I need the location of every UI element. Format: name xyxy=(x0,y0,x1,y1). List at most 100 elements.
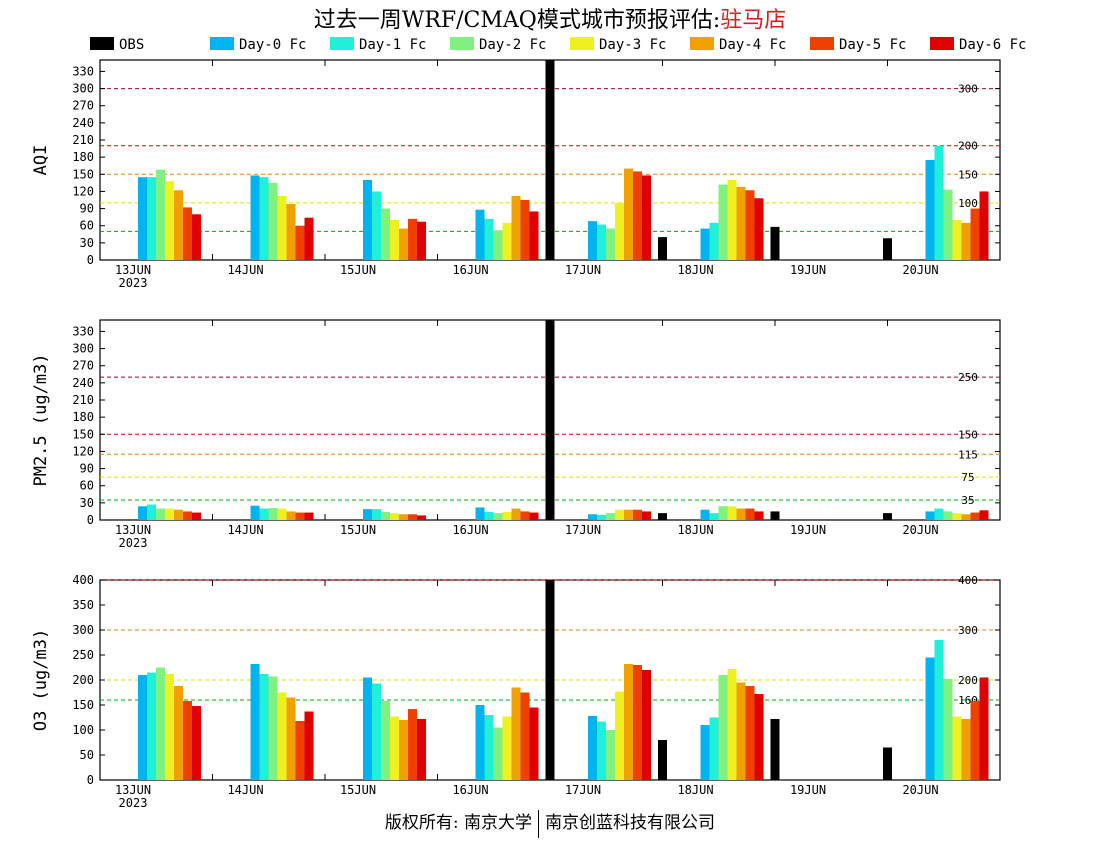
bar-fc xyxy=(606,730,615,780)
bar-fc xyxy=(304,512,314,520)
x-tick-label: 19JUN xyxy=(790,523,826,537)
bar-fc xyxy=(475,507,485,520)
bar-fc xyxy=(700,228,710,260)
bar-fc xyxy=(529,512,539,520)
bar-fc xyxy=(493,513,503,520)
y-tick-label: 210 xyxy=(72,133,94,147)
bar-fc xyxy=(754,694,764,780)
legend-label: Day-2 Fc xyxy=(479,37,546,53)
threshold-label: 150 xyxy=(958,428,978,441)
bar-fc xyxy=(952,716,962,780)
bar-fc xyxy=(381,512,390,520)
bar-fc xyxy=(493,727,503,780)
bar-fc xyxy=(736,508,746,520)
bar-fc xyxy=(192,214,201,260)
y-tick-label: 120 xyxy=(72,184,94,198)
bar-fc xyxy=(529,707,539,780)
bar-fc xyxy=(372,191,381,260)
bar-fc xyxy=(970,512,980,520)
bar-fc xyxy=(511,687,521,780)
chart-title: 过去一周WRF/CMAQ模式城市预报评估:驻马店 xyxy=(0,2,1100,34)
bar-fc xyxy=(934,508,944,520)
y-tick-label: 300 xyxy=(72,342,94,356)
bar-fc xyxy=(304,711,314,780)
bar-fc xyxy=(606,228,615,260)
bar-fc xyxy=(633,509,642,520)
x-tick-label: 18JUN xyxy=(677,263,713,277)
bar-fc xyxy=(597,721,606,780)
bar-fc xyxy=(165,674,174,780)
bar-fc xyxy=(295,512,305,520)
bar-fc xyxy=(192,512,201,520)
legend-label: OBS xyxy=(119,37,144,53)
bar-fc xyxy=(399,720,408,780)
bar-obs xyxy=(883,513,892,520)
y-tick-label: 150 xyxy=(72,427,94,441)
legend-label: Day-1 Fc xyxy=(359,37,426,53)
bar-fc xyxy=(268,676,278,780)
bar-fc xyxy=(250,175,260,260)
bar-fc xyxy=(934,640,944,780)
bar-fc xyxy=(475,705,485,780)
bar-fc xyxy=(642,511,651,520)
y-tick-label: 60 xyxy=(80,219,94,233)
bar-fc xyxy=(700,725,710,780)
bar-fc xyxy=(399,514,408,520)
bar-obs xyxy=(883,747,892,780)
x-tick-label: 14JUN xyxy=(227,523,263,537)
bar-fc xyxy=(718,675,728,780)
bar-fc xyxy=(277,508,287,520)
bar-fc xyxy=(502,512,512,520)
bar-fc xyxy=(943,511,953,520)
y-tick-label: 300 xyxy=(72,82,94,96)
threshold-label: 300 xyxy=(958,83,978,96)
y-tick-label: 50 xyxy=(80,748,94,762)
bar-fc xyxy=(754,198,764,260)
title-site: 驻马店 xyxy=(720,8,787,33)
bar-fc xyxy=(417,221,426,260)
bar-fc xyxy=(286,204,296,260)
legend-swatch xyxy=(450,37,474,50)
bar-fc xyxy=(165,181,174,260)
bar-fc xyxy=(381,701,390,780)
y-tick-label: 200 xyxy=(72,673,94,687)
bar-fc xyxy=(493,230,503,260)
x-tick-label: 18JUN xyxy=(677,783,713,797)
bar-fc xyxy=(147,672,156,780)
threshold-label: 200 xyxy=(958,674,978,687)
bar-fc xyxy=(183,701,192,780)
bar-fc xyxy=(408,709,417,780)
bar-fc xyxy=(709,222,719,260)
bar-fc xyxy=(961,514,971,520)
y-tick-label: 0 xyxy=(87,513,94,527)
bar-fc xyxy=(709,513,719,520)
legend-swatch xyxy=(90,37,114,50)
bar-fc xyxy=(615,691,624,780)
bar-fc xyxy=(295,721,305,780)
bar-fc xyxy=(295,225,305,260)
x-year-label: 2023 xyxy=(119,276,148,290)
x-year-label: 2023 xyxy=(119,796,148,810)
footer: 版权所有: 南京大学 南京创蓝科技有限公司 xyxy=(0,808,1100,838)
y-tick-label: 240 xyxy=(72,376,94,390)
bar-fc xyxy=(165,508,174,520)
bar-fc xyxy=(138,177,147,260)
y-tick-label: 60 xyxy=(80,479,94,493)
bar-fc xyxy=(363,180,372,260)
bar-fc xyxy=(390,513,399,520)
y-tick-label: 270 xyxy=(72,99,94,113)
bar-fc xyxy=(943,189,953,260)
threshold-label: 100 xyxy=(958,197,978,210)
threshold-label: 35 xyxy=(961,494,974,507)
bar-obs xyxy=(658,740,667,780)
y-tick-label: 180 xyxy=(72,410,94,424)
threshold-label: 400 xyxy=(958,574,978,587)
bar-fc xyxy=(174,190,183,260)
bar-fc xyxy=(529,211,539,260)
x-tick-label: 14JUN xyxy=(227,783,263,797)
bar-fc xyxy=(943,679,953,780)
legend-label: Day-6 Fc xyxy=(959,37,1026,53)
bar-fc xyxy=(183,207,192,260)
y-tick-label: 350 xyxy=(72,598,94,612)
bar-fc xyxy=(475,209,485,260)
